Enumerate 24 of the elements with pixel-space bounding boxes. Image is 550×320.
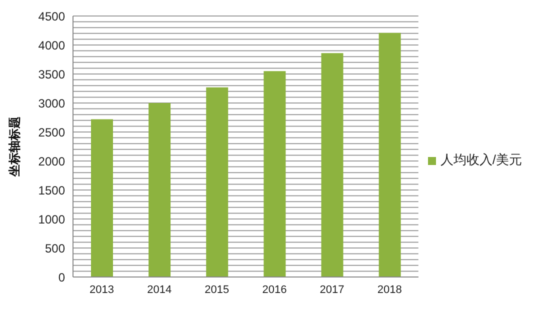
bar [206,87,228,277]
x-tick-label: 2018 [377,284,402,296]
bar [378,32,401,277]
x-tick-label: 2014 [147,284,172,296]
y-axis-title: 坐标轴标题 [7,116,22,178]
y-tick-label: 4000 [38,38,66,52]
y-tick-label: 2000 [38,154,66,168]
bar [321,53,344,277]
y-tick-label: 500 [44,241,66,256]
y-tick-label: 1500 [38,183,66,198]
y-tick-label: 1000 [38,212,66,226]
bar [148,103,171,277]
x-tick-label: 2017 [320,284,344,296]
bar [264,71,286,277]
x-tick-label: 2015 [204,284,230,296]
y-tick-label: 3000 [38,96,66,110]
x-tick-label: 2013 [90,284,114,296]
legend-label: 人均收入/美元 [440,152,522,167]
y-tick-label: 3500 [38,67,66,82]
y-tick-label: 4500 [38,9,66,24]
bar [91,119,113,277]
x-tick-label: 2016 [262,284,287,296]
y-tick-label: 2500 [38,125,66,140]
y-tick-label: 0 [58,270,66,284]
